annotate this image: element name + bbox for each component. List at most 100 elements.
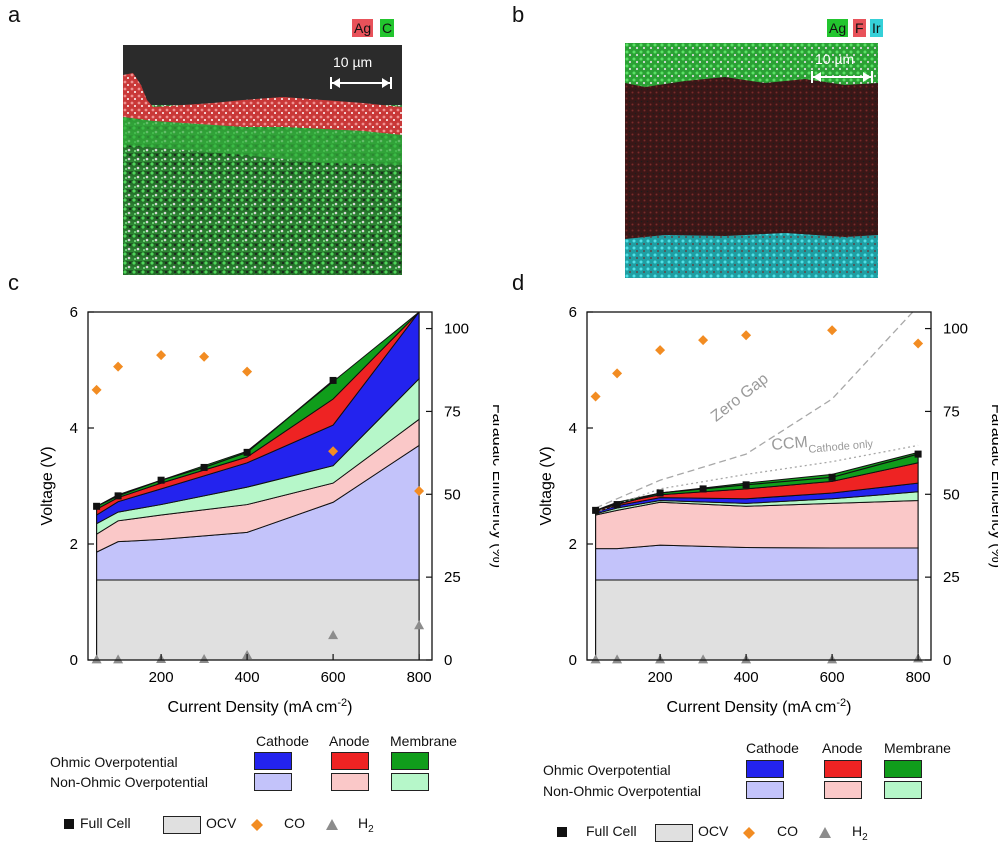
legend-d-header-anode: Anode <box>822 740 863 756</box>
swatch-c-ocv <box>163 816 201 834</box>
annotation-d-ccm: CCMCathode only <box>771 428 874 459</box>
scale-bar-b <box>811 71 873 83</box>
legend-d-co-marker <box>743 827 755 839</box>
point-c-full-cell-3 <box>200 463 208 471</box>
element-tag-ir-b: Ir <box>870 19 883 37</box>
ylabel-d: Voltage (V) <box>538 446 555 525</box>
legend-c-header-cathode: Cathode <box>256 733 309 749</box>
legend-c-h2-marker <box>326 819 338 830</box>
xtick-label-c-1: 400 <box>235 669 260 686</box>
legend-d-ocv-label: OCV <box>698 823 729 839</box>
plot-area-d <box>595 312 919 660</box>
annotation-d-zero-gap: Zero Gap <box>708 370 772 425</box>
ytick-label-d-1: 2 <box>569 536 577 553</box>
point-d-full-cell-1 <box>613 501 621 509</box>
point-d-full-cell-3 <box>699 485 707 493</box>
legend-d-fullcell-marker <box>557 827 567 837</box>
area-d-anode-nonohmic <box>595 499 919 550</box>
xtick-label-c-0: 200 <box>149 669 174 686</box>
swatch-c-anode-ohmic <box>331 752 369 770</box>
swatch-d-cathode-ohmic <box>746 760 784 778</box>
ytick-label-d-0: 0 <box>569 652 577 669</box>
point-c-full-cell-5 <box>329 376 337 384</box>
ylabel-c: Voltage (V) <box>39 446 56 525</box>
swatch-d-cathode-nonohmic <box>746 781 784 799</box>
element-tag-ag-b: Ag <box>827 19 849 37</box>
swatch-c-membrane-ohmic <box>391 752 429 770</box>
y2tick-label-c-3: 75 <box>444 403 461 420</box>
swatch-c-anode-nonohmic <box>331 773 369 791</box>
point-c-co-5 <box>328 446 339 457</box>
point-d-co-1 <box>612 368 623 379</box>
legend-c-fullcell-marker <box>64 819 74 829</box>
point-d-co-3 <box>698 335 709 346</box>
legend-c-co-marker <box>251 819 263 831</box>
scale-bar-label-b: 10 µm <box>815 51 855 67</box>
xlabel-c: Current Density (mA cm-2) <box>168 697 353 716</box>
point-d-full-cell-4 <box>742 481 750 489</box>
chart-d: 200 400 600 800 0 2 4 6 0 25 50 75 100 Current Densit… <box>538 304 998 716</box>
line-c-full-cell <box>96 379 334 507</box>
point-c-co-6 <box>414 485 425 496</box>
point-c-full-cell-1 <box>114 492 122 500</box>
ytick-label-d-2: 4 <box>569 420 577 437</box>
element-tag-f-b: F <box>853 19 866 37</box>
point-c-full-cell-0 <box>93 502 101 510</box>
swatch-c-membrane-nonohmic <box>391 773 429 791</box>
point-d-co-5 <box>827 325 838 336</box>
swatch-d-membrane-nonohmic <box>884 781 922 799</box>
line-d-ccm-cathode-only <box>595 444 919 513</box>
point-c-h2-1 <box>113 654 124 664</box>
point-c-h2-5 <box>328 630 339 640</box>
xtick-label-d-0: 200 <box>648 669 673 686</box>
y2tick-label-d-1: 25 <box>943 569 960 586</box>
point-d-co-0 <box>590 391 601 402</box>
scale-bar-a <box>330 77 392 89</box>
point-c-co-4 <box>242 366 253 377</box>
legend-d-row-nonohmic: Non-Ohmic Overpotential <box>543 783 701 799</box>
legend-d-h2-marker <box>819 827 831 838</box>
legend-d-h2-label: H2 <box>852 823 868 843</box>
point-d-h2-3 <box>698 654 709 664</box>
area-c-ocv <box>96 579 420 660</box>
point-c-co-0 <box>91 384 102 395</box>
y2tick-label-d-0: 0 <box>943 652 951 669</box>
y2tick-label-c-4: 100 <box>444 321 469 338</box>
point-d-co-2 <box>655 345 666 356</box>
eds-map-b-image <box>625 43 878 278</box>
chart-c: 200 400 600 800 0 2 4 6 0 25 50 75 100 Current Densit… <box>39 304 499 716</box>
swatch-c-cathode-nonohmic <box>254 773 292 791</box>
ytick-label-c-3: 6 <box>70 304 78 321</box>
legend-d-row-ohmic: Ohmic Overpotential <box>543 762 671 778</box>
area-d-cathode-nonohmic <box>595 544 919 581</box>
point-c-co-1 <box>113 361 124 372</box>
ytick-label-d-3: 6 <box>569 304 577 321</box>
point-d-h2-0 <box>590 654 601 664</box>
y2tick-label-d-3: 75 <box>943 403 960 420</box>
panel-letter-b: b <box>512 2 525 27</box>
point-c-h2-0 <box>91 654 102 664</box>
xlabel-d: Current Density (mA cm-2) <box>667 697 852 716</box>
ytick-label-c-0: 0 <box>70 652 78 669</box>
legend-c-fullcell-label: Full Cell <box>80 815 131 831</box>
swatch-c-cathode-ohmic <box>254 752 292 770</box>
eds-map-b <box>625 43 878 278</box>
point-d-full-cell-0 <box>592 506 600 514</box>
axes-frame-d <box>586 311 932 661</box>
point-c-full-cell-4 <box>243 448 251 456</box>
legend-d-fullcell-label: Full Cell <box>586 823 637 839</box>
ytick-label-c-1: 2 <box>70 536 78 553</box>
legend-c-row-ohmic: Ohmic Overpotential <box>50 754 178 770</box>
legend-c-header-membrane: Membrane <box>390 733 457 749</box>
swatch-d-anode-ohmic <box>824 760 862 778</box>
point-c-h2-3 <box>199 654 210 664</box>
legend-c-row-nonohmic: Non-Ohmic Overpotential <box>50 774 208 790</box>
point-d-full-cell-5 <box>828 473 836 481</box>
y2label-d: Faradaic Efficiency (%) <box>988 404 998 568</box>
legend-d-header-membrane: Membrane <box>884 740 951 756</box>
point-d-h2-1 <box>612 654 623 664</box>
panel-letter-c: c <box>8 270 19 295</box>
point-d-full-cell-2 <box>656 489 664 497</box>
legend-d-header-cathode: Cathode <box>746 740 799 756</box>
element-tag-ag-a: Ag <box>352 19 374 37</box>
